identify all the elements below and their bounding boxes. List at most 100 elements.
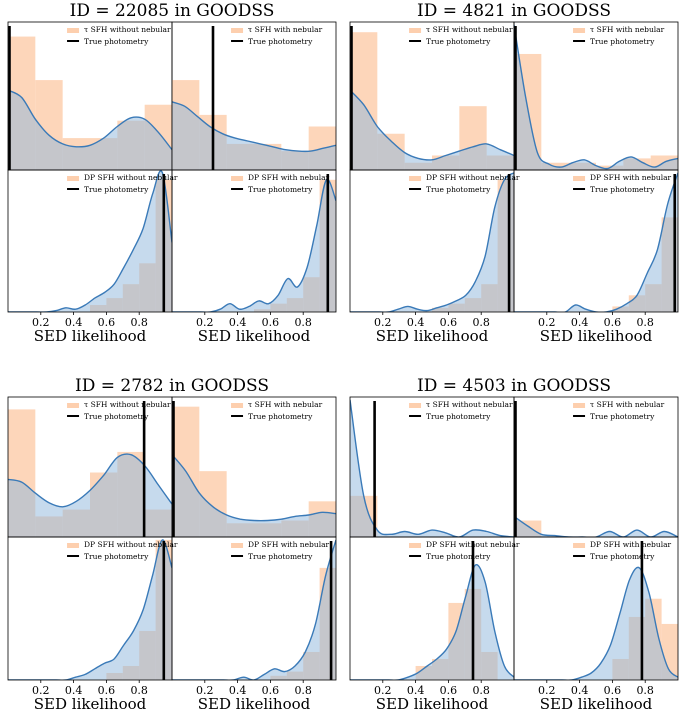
legend-swatch-hist [67,176,80,181]
x-tick-label: 0.4 [571,684,589,697]
legend-swatch-hist [231,543,244,548]
x-tick-label: 0.4 [407,316,425,329]
panel-4: DP SFH with nebular True photometry 0.2 0.4… [171,169,337,345]
x-tick-label: 0.8 [294,316,312,329]
x-tick-label: 0.8 [294,684,312,697]
x-axis-label: SED likelihood [198,695,311,713]
panel-4: DP SFH with nebular True photometry 0.2 0.4… [513,536,679,713]
x-tick-label: 0.2 [32,316,50,329]
legend-swatch-hist [409,28,422,33]
panel-4: DP SFH with nebular True photometry 0.2 0.4… [171,536,337,713]
kde-fill [172,539,336,680]
panel-content [172,401,336,537]
kde-line [8,539,172,680]
x-tick-label: 0.8 [472,316,490,329]
x-axis-label: SED likelihood [34,695,147,713]
x-tick-label: 0.4 [229,684,247,697]
kde-fill [514,567,678,680]
x-axis-label: SED likelihood [540,327,653,345]
kde-fill [172,179,336,312]
x-axis-label: SED likelihood [376,695,489,713]
kde-line [514,24,678,170]
legend-label-model: τ SFH without nebular [84,400,171,409]
x-axis-label: SED likelihood [376,327,489,345]
legend-label-true: True photometry [426,412,491,421]
panel-1: τ SFH without nebular True photometry [349,21,515,171]
panel-content [514,541,678,680]
kde-line [350,563,514,680]
legend-label-model: DP SFH without nebular [84,173,178,182]
panel-content [350,172,514,312]
legend-label-model: DP SFH with nebular [590,540,672,549]
x-axis-label: SED likelihood [34,327,147,345]
x-tick-label: 0.2 [374,684,392,697]
panel-content [172,539,336,680]
x-tick-label: 0.8 [636,316,654,329]
legend-label-model: τ SFH without nebular [426,25,513,34]
x-tick-label: 0.8 [130,316,148,329]
x-tick-label: 0.4 [407,684,425,697]
legend-swatch-hist [409,176,422,181]
kde-fill [514,516,678,537]
legend-label-model: DP SFH with nebular [248,540,330,549]
kde-line [350,172,514,312]
x-tick-label: 0.6 [262,316,280,329]
panel-content [172,174,336,312]
x-tick-label: 0.6 [98,316,116,329]
kde-fill [8,90,172,170]
kde-fill [514,25,678,170]
legend-label-true: True photometry [248,552,313,561]
kde-fill [514,172,678,312]
x-tick-label: 0.8 [636,684,654,697]
x-tick-label: 0.4 [229,316,247,329]
kde-line [172,539,336,680]
legend-label-true: True photometry [590,37,655,46]
x-tick-label: 0.8 [130,684,148,697]
legend-label-model: DP SFH with nebular [590,173,672,182]
panel-content [350,399,514,537]
panel-2: τ SFH with nebular True photometry [171,396,337,538]
panel-frame [513,536,679,681]
panel-content [8,539,172,680]
kde-fill [350,399,514,537]
legend-label-true: True photometry [248,37,313,46]
panel-content [172,26,336,170]
chart-title: ID = 4821 in GOODSS [417,1,611,21]
legend-label-model: τ SFH with nebular [590,25,665,34]
legend-label-true: True photometry [84,185,149,194]
x-tick-label: 0.2 [196,316,214,329]
x-tick-label: 0.4 [65,316,83,329]
x-tick-label: 0.4 [65,684,83,697]
legend-label-model: τ SFH without nebular [84,25,171,34]
panel-2: τ SFH with nebular True photometry [513,396,679,538]
legend-swatch-hist [573,28,586,33]
panel-content [8,401,172,537]
panel-content [8,170,172,312]
x-axis-label: SED likelihood [540,695,653,713]
legend-label-true: True photometry [248,185,313,194]
legend-swatch-hist [67,28,80,33]
legend-label-true: True photometry [84,37,149,46]
legend-swatch-hist [67,543,80,548]
kde-line [8,89,172,151]
legend-swatch-hist [573,543,586,548]
kde-line [8,170,172,312]
legend-label-model: DP SFH without nebular [426,540,520,549]
panel-3: DP SFH without nebular True photometry 0.2… [7,536,178,713]
x-tick-label: 0.6 [440,684,458,697]
legend-label-true: True photometry [426,185,491,194]
kde-line [350,399,514,537]
legend-label-model: τ SFH with nebular [590,400,665,409]
legend-label-true: True photometry [426,37,491,46]
x-tick-label: 0.8 [472,684,490,697]
panel-content [350,26,514,170]
legend-swatch-hist [231,403,244,408]
legend-label-true: True photometry [84,552,149,561]
panel-1: τ SFH without nebular True photometry [349,396,515,538]
x-tick-label: 0.6 [440,316,458,329]
legend-label-model: τ SFH without nebular [426,400,513,409]
legend-label-true: True photometry [590,552,655,561]
